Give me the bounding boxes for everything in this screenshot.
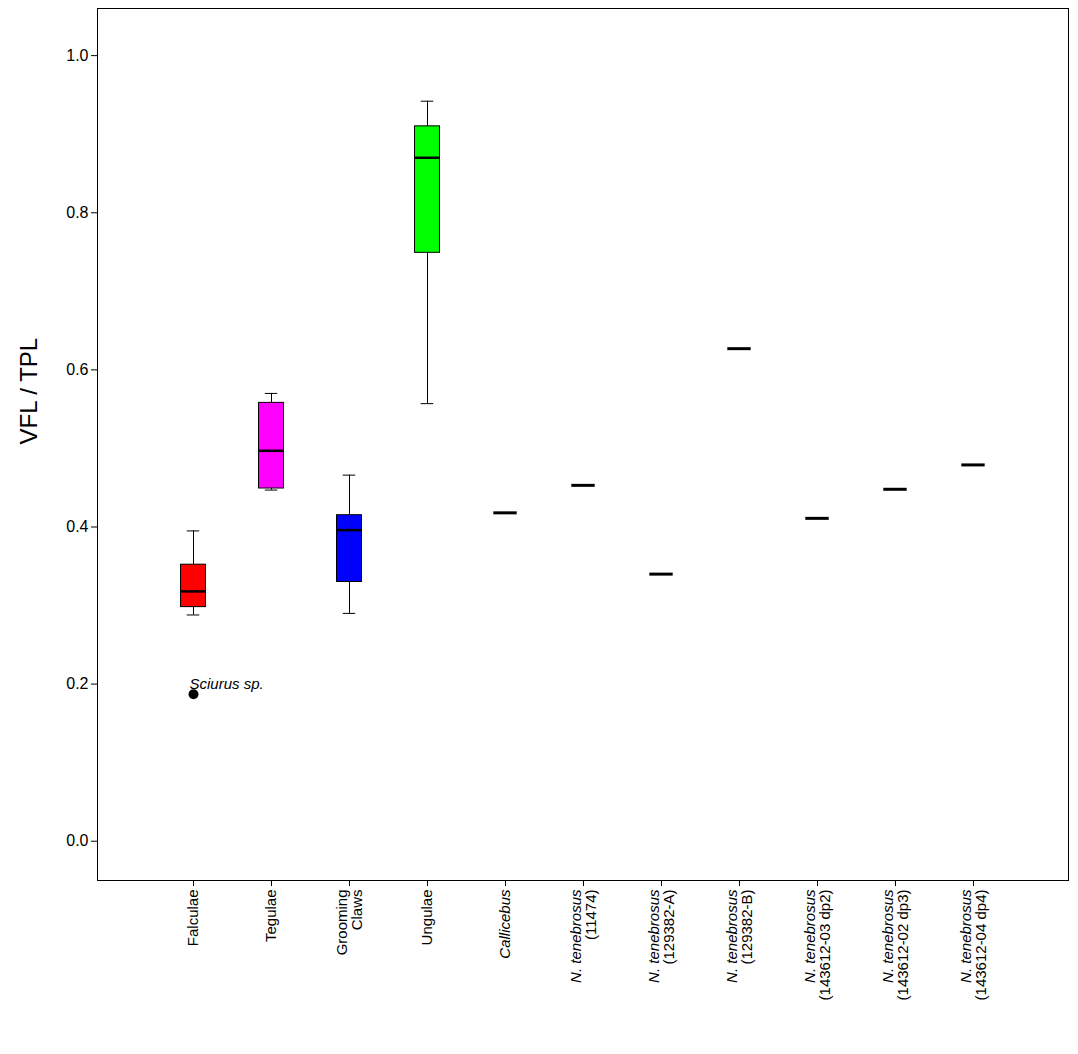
svg-text:0.8: 0.8 (66, 204, 88, 221)
svg-text:VFL / TPL: VFL / TPL (15, 338, 42, 445)
svg-text:0.4: 0.4 (66, 518, 88, 535)
svg-text:Sciurus sp.: Sciurus sp. (190, 675, 264, 692)
svg-text:1.0: 1.0 (66, 47, 88, 64)
svg-text:N. tenebrosus(11474): N. tenebrosus(11474) (567, 889, 599, 983)
svg-text:Falculae: Falculae (184, 890, 201, 947)
svg-text:0.0: 0.0 (66, 832, 88, 849)
svg-text:N. tenebrosus(143612-02 dp3): N. tenebrosus(143612-02 dp3) (879, 889, 911, 1000)
svg-text:N. tenebrosus(129382-A): N. tenebrosus(129382-A) (645, 889, 677, 983)
svg-text:GroomingClaws: GroomingClaws (333, 890, 365, 956)
svg-text:N. tenebrosus(143612-04 dp4): N. tenebrosus(143612-04 dp4) (957, 889, 989, 1000)
svg-text:Ungulae: Ungulae (418, 890, 435, 946)
svg-text:Tegulae: Tegulae (262, 890, 279, 943)
svg-text:0.6: 0.6 (66, 361, 88, 378)
svg-text:0.2: 0.2 (66, 675, 88, 692)
svg-text:N. tenebrosus(143612-03 dp2): N. tenebrosus(143612-03 dp2) (801, 889, 833, 1000)
svg-text:N. tenebrosus(129382-B): N. tenebrosus(129382-B) (723, 889, 755, 983)
svg-text:Callicebus: Callicebus (496, 889, 513, 959)
